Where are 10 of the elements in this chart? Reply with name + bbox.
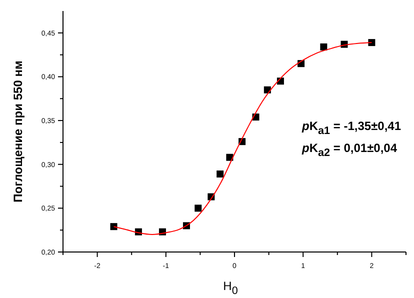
annotation: pK$_{a1}$= -1,35±0,41 (301, 119, 402, 137)
x-axis-title: H$_{0}$ (223, 279, 238, 297)
annotation: pK$_{a2}$= 0,01±0,04 (301, 141, 398, 159)
point (110, 223, 118, 230)
point (320, 43, 328, 50)
point (368, 39, 376, 46)
y-axis-title: Поглощение при 550 нм (11, 60, 25, 202)
point (216, 170, 224, 178)
point (226, 154, 234, 161)
point (194, 204, 202, 212)
